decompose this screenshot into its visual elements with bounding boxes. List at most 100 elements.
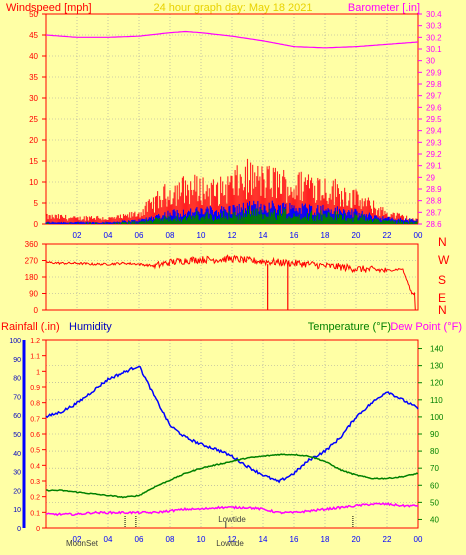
direction-tick-label: 0 xyxy=(34,306,39,315)
rainfall-tick-label: 70 xyxy=(13,394,21,401)
time-tick-label: 12 xyxy=(228,535,237,544)
time-tick-label: 12 xyxy=(228,231,237,240)
rainfall-tick-label: 0 xyxy=(17,526,21,533)
humidity-tick-label: 0.8 xyxy=(30,401,40,408)
temperature-tick-label: 110 xyxy=(430,396,443,405)
barometer-tick-label: 28.8 xyxy=(426,197,442,206)
rainfall-tick-label: 40 xyxy=(13,451,21,458)
time-tick-label: 22 xyxy=(383,231,392,240)
time-tick-label: 04 xyxy=(104,535,113,544)
lowtide-label: Lowtide xyxy=(218,515,246,524)
time-tick-label: 00 xyxy=(414,535,423,544)
lowtide-label-2: Lowtide xyxy=(216,539,244,548)
humidity-tick-label: 0.7 xyxy=(30,416,40,423)
temperature-tick-label: 130 xyxy=(430,362,444,371)
humidity-tick-label: 1.1 xyxy=(30,354,40,361)
barometer-tick-label: 29.4 xyxy=(426,127,442,136)
time-tick-label: 14 xyxy=(259,535,268,544)
wind-direction-panel: 0 90 180 270 360 xyxy=(25,240,419,315)
temperature-tick-label: 50 xyxy=(430,498,439,507)
time-tick-label: 08 xyxy=(166,535,175,544)
temperature-line xyxy=(46,453,419,499)
wind-direction-line xyxy=(45,254,418,311)
time-tick-label: 06 xyxy=(135,535,144,544)
time-tick-label: 18 xyxy=(321,231,330,240)
graph-title: 24 hour graph day: May 18 2021 xyxy=(153,2,312,14)
rainfall-tick-label: 90 xyxy=(13,357,21,364)
humidity-axis-title: Humidity xyxy=(69,321,112,333)
barometer-tick-label: 30 xyxy=(426,57,435,66)
temperature-tick-label: 70 xyxy=(430,464,439,473)
time-tick-label: 04 xyxy=(104,231,113,240)
barometer-axis-title: Barometer [.in] xyxy=(348,2,420,14)
temperature-tick-label: 140 xyxy=(430,345,444,354)
time-tick-label: 16 xyxy=(290,535,299,544)
wind-barometer-panel: 0 5 10 15 20 25 30 35 40 45 50 28.6 28.7 28.8 28.9 29 29… xyxy=(29,10,442,240)
humidity-tick-label: 0.2 xyxy=(30,495,40,502)
barometer-tick-label: 29.3 xyxy=(426,138,442,147)
windspeed-tick-label: 5 xyxy=(34,199,39,208)
humidity-tick-label: 0.3 xyxy=(30,479,40,486)
windspeed-tick-label: 50 xyxy=(29,10,38,19)
rainfall-tick-label: 20 xyxy=(13,488,21,495)
barometer-tick-label: 29.8 xyxy=(426,80,442,89)
barometer-tick-label: 28.6 xyxy=(426,220,442,229)
direction-letter: N xyxy=(438,235,447,249)
rainfall-axis-title: Rainfall (.in) xyxy=(1,321,60,333)
windspeed-tick-label: 30 xyxy=(29,94,38,103)
time-tick-label: 00 xyxy=(414,231,423,240)
barometer-tick-label: 29.7 xyxy=(426,92,442,101)
barometer-tick-label: 30.1 xyxy=(426,45,442,54)
barometer-tick-label: 30.3 xyxy=(426,22,442,31)
rainfall-tick-label: 100 xyxy=(9,338,21,345)
windspeed-axis-title: Windspeed [mph] xyxy=(6,2,92,14)
temperature-tick-label: 120 xyxy=(430,379,444,388)
time-tick-label: 14 xyxy=(259,231,268,240)
humidity-tick-label: 0.5 xyxy=(30,448,40,455)
humidity-tick-label: 0.9 xyxy=(30,385,40,392)
humidity-temperature-panel: 010203040506070809010000.10.20.30.40.50.… xyxy=(9,338,444,544)
barometer-tick-label: 29.9 xyxy=(426,68,442,77)
temperature-axis-title: Temperature (°F) xyxy=(308,321,391,333)
time-tick-label: 06 xyxy=(135,231,144,240)
barometer-tick-label: 29.2 xyxy=(426,150,442,159)
windspeed-tick-label: 45 xyxy=(29,31,38,40)
rainfall-tick-label: 50 xyxy=(13,432,21,439)
direction-tick-label: 90 xyxy=(29,290,38,299)
time-tick-label: 20 xyxy=(352,231,361,240)
time-tick-label: 22 xyxy=(383,535,392,544)
direction-tick-label: 270 xyxy=(25,257,39,266)
barometer-tick-label: 29.1 xyxy=(426,162,442,171)
temperature-tick-label: 80 xyxy=(430,447,439,456)
time-tick-label: 08 xyxy=(166,231,175,240)
temperature-tick-label: 90 xyxy=(430,430,439,439)
barometer-tick-label: 29 xyxy=(426,173,435,182)
time-tick-label: 10 xyxy=(197,535,206,544)
rainfall-tick-label: 80 xyxy=(13,376,21,383)
time-tick-label: 18 xyxy=(321,535,330,544)
barometer-tick-label: 29.6 xyxy=(426,103,442,112)
humidity-tick-label: 1.2 xyxy=(30,338,40,345)
windspeed-tick-label: 25 xyxy=(29,115,38,124)
dewpoint-line xyxy=(45,502,419,517)
windspeed-tick-label: 35 xyxy=(29,73,38,82)
barometer-line xyxy=(45,30,419,49)
direction-letter: E xyxy=(438,291,446,305)
time-tick-label: 16 xyxy=(290,231,299,240)
rainfall-tick-label: 10 xyxy=(13,507,21,514)
humidity-line xyxy=(45,365,419,484)
temperature-tick-label: 40 xyxy=(430,515,439,524)
humidity-tick-label: 0.4 xyxy=(30,463,40,470)
humidity-tick-label: 0 xyxy=(36,526,40,533)
barometer-tick-label: 28.9 xyxy=(426,185,442,194)
rainfall-tick-label: 60 xyxy=(13,413,21,420)
direction-letter: N xyxy=(438,303,447,317)
windspeed-tick-label: 0 xyxy=(34,220,39,229)
moonset-label: MoonSet xyxy=(66,539,99,548)
windspeed-tick-label: 20 xyxy=(29,136,38,145)
humidity-tick-label: 1 xyxy=(36,369,40,376)
barometer-tick-label: 29.5 xyxy=(426,115,442,124)
windspeed-tick-label: 10 xyxy=(29,178,38,187)
